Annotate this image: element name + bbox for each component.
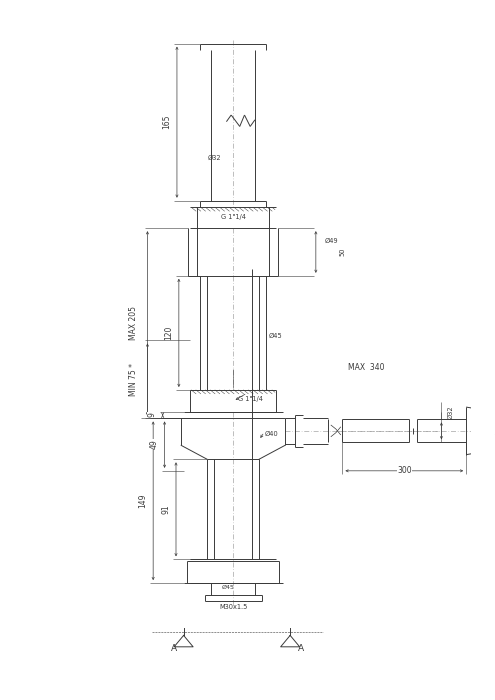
Text: 165: 165 xyxy=(162,114,171,129)
Text: Ø32: Ø32 xyxy=(448,405,454,419)
Text: A: A xyxy=(171,644,177,653)
Text: MAX  340: MAX 340 xyxy=(348,363,385,372)
Text: Ø49: Ø49 xyxy=(324,237,338,244)
Text: G 1"1/4: G 1"1/4 xyxy=(221,214,246,220)
Text: 120: 120 xyxy=(164,326,173,340)
Text: Ø32: Ø32 xyxy=(207,155,221,161)
Text: MIN 75 *: MIN 75 * xyxy=(129,363,138,396)
Text: Ø40: Ø40 xyxy=(264,430,278,437)
Text: MAX 205: MAX 205 xyxy=(129,307,138,340)
Text: 91: 91 xyxy=(161,504,170,514)
Text: Ø45: Ø45 xyxy=(269,332,283,339)
Text: 9: 9 xyxy=(148,412,157,417)
Text: 300: 300 xyxy=(397,466,412,475)
Text: Ø45: Ø45 xyxy=(222,585,235,590)
Text: A: A xyxy=(297,644,303,653)
Text: 149: 149 xyxy=(138,493,147,507)
Text: M30x1.5: M30x1.5 xyxy=(219,604,248,610)
Text: 50: 50 xyxy=(340,248,346,256)
Text: 49: 49 xyxy=(149,440,158,449)
Text: G 1"1/4: G 1"1/4 xyxy=(238,396,263,402)
